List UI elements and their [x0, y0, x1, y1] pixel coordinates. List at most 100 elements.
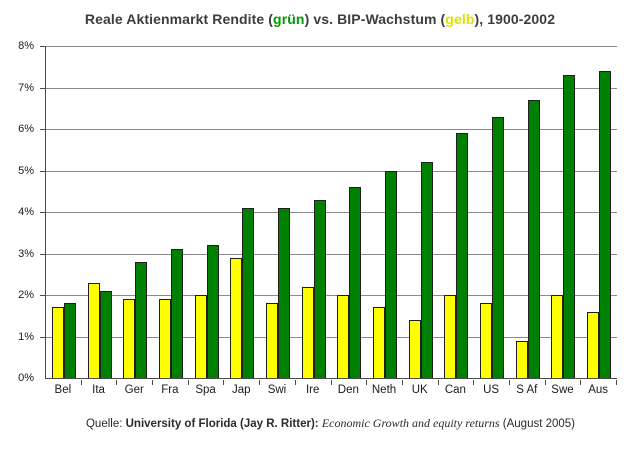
- bar-can-yellow: [444, 295, 457, 378]
- x-axis-label-swe: Swe: [551, 384, 574, 396]
- x-axis-label-uk: UK: [411, 384, 428, 396]
- bar-ire-yellow: [301, 286, 314, 378]
- bar-jap-yellow: [230, 257, 243, 378]
- x-axis-label-neth: Neth: [371, 384, 397, 396]
- y-axis-label-7pct: 7%: [18, 81, 34, 94]
- gridline-4pct: [46, 212, 617, 213]
- bar-group-fra: [153, 46, 189, 385]
- x-axis-label-aus: Aus: [588, 384, 609, 396]
- y-axis-label-3pct: 3%: [18, 247, 34, 260]
- bar-group-jap: [224, 46, 261, 385]
- bar-group-bel: [46, 46, 82, 385]
- chart-title: Reale Aktienmarkt Rendite (grün) vs. BIP…: [0, 11, 640, 27]
- y-axis-label-1pct: 1%: [18, 330, 34, 343]
- x-axis-tick: [437, 380, 439, 385]
- bar-den-yellow: [337, 295, 350, 378]
- bar-neth-green: [385, 170, 398, 378]
- x-axis-label-us: US: [483, 384, 500, 396]
- y-axis-tick: [40, 336, 45, 338]
- bar-ita-yellow: [87, 282, 100, 378]
- source-institution: University of Florida (Jay R. Ritter):: [125, 418, 322, 430]
- x-axis-label-s-af: S Af: [516, 384, 538, 396]
- bar-group-swe: [546, 46, 582, 385]
- bar-swi-yellow: [265, 303, 278, 378]
- gridline-2pct: [46, 295, 617, 296]
- y-axis: 0% 1% 2% 3% 4% 5% 6% 7% 8%: [0, 40, 40, 384]
- x-axis-tick: [80, 380, 82, 385]
- gridline-1pct: [46, 336, 617, 338]
- y-axis-tick: [40, 253, 45, 255]
- gridline-7pct: [46, 87, 617, 89]
- x-axis-label-jap: Jap: [232, 384, 251, 396]
- x-axis: Bel Ita Ger Fra Spa Jap Swi Ire Den Neth UK Can US S …: [45, 384, 616, 400]
- bar-s-af-yellow: [515, 340, 528, 378]
- bar-group-aus: [581, 46, 617, 385]
- bar-group-ger: [117, 46, 154, 385]
- source-date: (August 2005): [499, 418, 576, 430]
- gridline-8pct: [46, 46, 617, 47]
- bar-ire-green: [313, 199, 326, 378]
- bar-s-af-green: [527, 99, 540, 378]
- bar-swi-green: [277, 207, 290, 378]
- bar-group-s-af: [510, 46, 546, 385]
- bar-group-us: [474, 46, 510, 385]
- x-axis-label-ire: Ire: [305, 384, 320, 396]
- chart-title-part3: ), 1900-2002: [474, 11, 556, 27]
- bar-group-ita: [82, 46, 118, 385]
- chart-title-part2: ) vs. BIP-Wachstum (: [304, 11, 446, 27]
- bar-aus-yellow: [587, 311, 600, 378]
- bar-aus-green: [599, 70, 612, 378]
- y-axis-tick: [40, 129, 45, 130]
- x-axis-label-den: Den: [337, 384, 359, 396]
- x-axis-tick: [223, 380, 225, 385]
- x-axis-label-ger: Ger: [124, 384, 144, 396]
- chart-title-green-word: grün: [273, 11, 305, 27]
- bar-group-uk: [403, 46, 439, 385]
- bar-ger-green: [135, 261, 148, 378]
- bar-spa-green: [206, 245, 219, 378]
- bar-fra-green: [170, 249, 183, 378]
- y-axis-tick: [40, 46, 45, 47]
- x-axis-tick: [366, 380, 368, 385]
- bar-group-can: [439, 46, 475, 385]
- bar-ger-yellow: [123, 299, 136, 378]
- y-axis-label-5pct: 5%: [18, 164, 34, 177]
- x-axis-tick: [116, 380, 118, 385]
- y-axis-label-2pct: 2%: [18, 289, 34, 301]
- bar-can-green: [456, 133, 469, 378]
- gridline-3pct: [46, 253, 617, 255]
- x-axis-tick: [580, 380, 582, 385]
- bar-ita-green: [99, 290, 112, 378]
- x-axis-tick: [259, 380, 261, 385]
- y-axis-label-6pct: 6%: [18, 123, 34, 135]
- x-axis-label-bel: Bel: [54, 384, 72, 396]
- bar-group-den: [332, 46, 368, 385]
- y-axis-label-0pct: 0%: [18, 372, 34, 384]
- x-axis-tick: [473, 380, 475, 385]
- bar-uk-yellow: [408, 319, 421, 378]
- x-axis-tick: [508, 380, 510, 385]
- y-axis-tick: [40, 295, 45, 296]
- bar-neth-yellow: [373, 307, 386, 378]
- source-prefix: Quelle:: [85, 418, 126, 430]
- x-axis-tick: [330, 380, 332, 385]
- bar-bel-yellow: [51, 307, 64, 378]
- y-axis-tick: [40, 170, 45, 172]
- gridline-5pct: [46, 170, 617, 172]
- source-line: Quelle: University of Florida (Jay R. Ri…: [45, 416, 616, 431]
- y-axis-tick: [40, 87, 45, 89]
- x-axis-tick: [187, 380, 189, 385]
- bar-group-swi: [260, 46, 296, 385]
- bar-bel-green: [63, 303, 76, 378]
- chart-title-yellow-word: gelb: [445, 11, 475, 27]
- bar-uk-green: [420, 162, 433, 378]
- gridline-6pct: [46, 129, 617, 130]
- x-axis-tick: [616, 380, 617, 385]
- bar-us-green: [492, 116, 505, 378]
- x-axis-label-ita: Ita: [92, 384, 105, 396]
- x-axis-label-can: Can: [444, 384, 466, 396]
- x-axis-label-fra: Fra: [161, 384, 179, 396]
- bar-us-yellow: [480, 303, 493, 378]
- x-axis-label-spa: Spa: [195, 384, 216, 396]
- bar-fra-yellow: [158, 299, 171, 378]
